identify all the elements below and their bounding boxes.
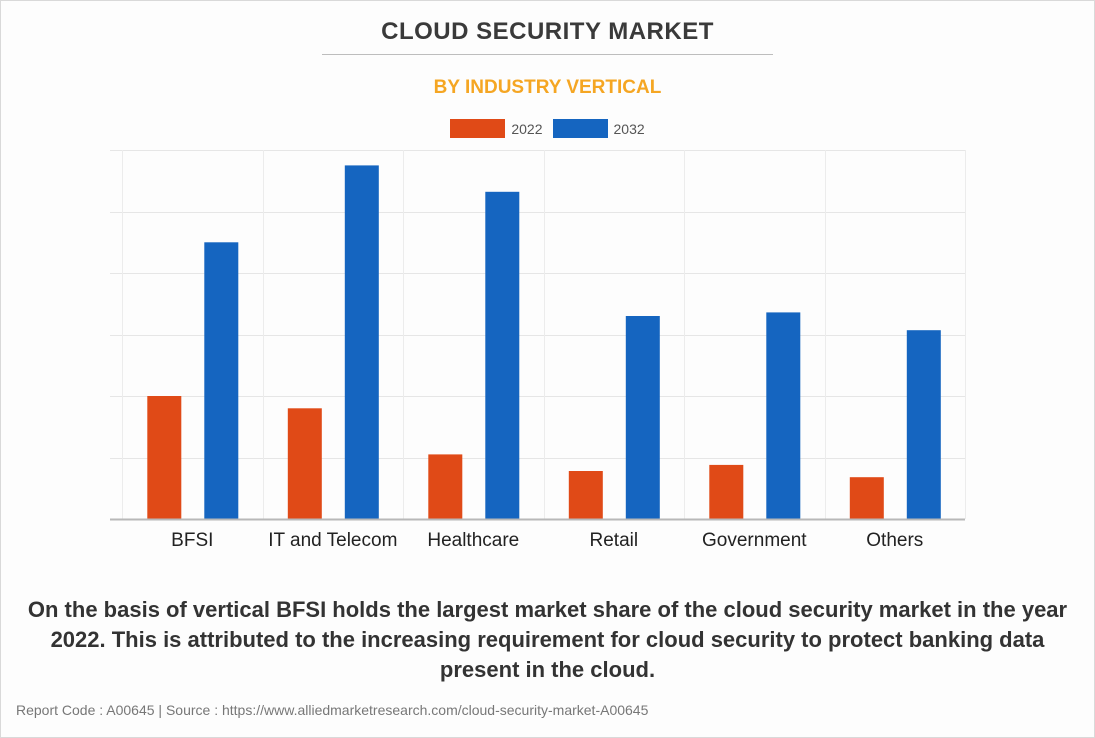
title-divider <box>322 54 773 55</box>
bar-2032-healthcare <box>485 191 520 520</box>
x-tick-label: Others <box>866 530 923 551</box>
bar-2032-bfsi <box>204 242 239 520</box>
bar-2022-healthcare <box>428 454 463 519</box>
legend-swatch-2032 <box>552 119 608 138</box>
x-tick-label: Government <box>702 530 807 551</box>
bar-2022-bfsi <box>147 396 182 519</box>
bar-2032-others <box>906 330 941 519</box>
legend-item-2032: 2032 <box>552 119 645 138</box>
source-footer: Report Code : A00645 | Source : https://… <box>16 702 649 718</box>
bar-2032-it-and-telecom <box>344 165 379 519</box>
bar-2032-retail <box>625 316 660 519</box>
x-tick-label: BFSI <box>171 530 213 551</box>
bar-2022-others <box>849 477 884 519</box>
x-tick-label: IT and Telecom <box>268 530 397 551</box>
bar-2032-government <box>766 312 801 519</box>
chart-legend: 2022 2032 <box>0 119 1095 138</box>
legend-label-2032: 2032 <box>613 120 645 137</box>
legend-item-2022: 2022 <box>450 119 543 138</box>
chart-title: CLOUD SECURITY MARKET <box>381 18 714 45</box>
chart-caption: On the basis of vertical BFSI holds the … <box>27 597 1068 682</box>
bar-chart: BFSI IT and Telecom Healthcare Retail Govern… <box>110 150 966 551</box>
bar-2022-it-and-telecom <box>287 408 322 519</box>
chart-subtitle: BY INDUSTRY VERTICAL <box>433 77 662 98</box>
x-tick-label: Retail <box>590 530 639 551</box>
legend-swatch-2022 <box>450 119 506 138</box>
bar-2022-government <box>709 464 744 519</box>
x-tick-label: Healthcare <box>427 530 519 551</box>
legend-label-2022: 2022 <box>511 120 543 137</box>
bar-2022-retail <box>568 471 603 519</box>
